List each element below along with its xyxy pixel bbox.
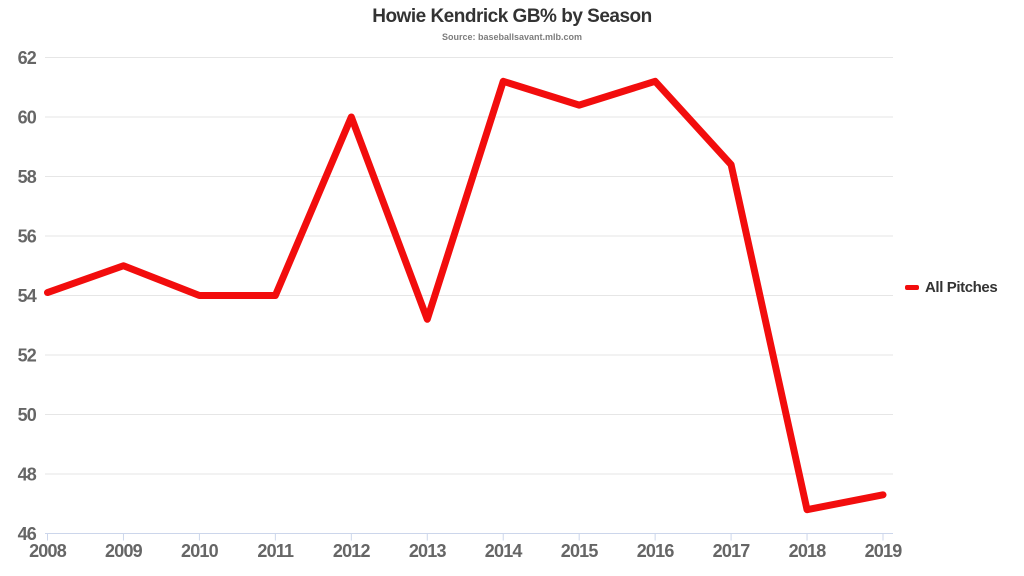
y-axis-label: 60: [18, 108, 37, 128]
x-axis-label: 2018: [789, 541, 827, 561]
y-axis-label: 46: [18, 524, 37, 544]
legend-swatch-icon: [905, 284, 919, 290]
chart-title: Howie Kendrick GB% by Season: [372, 6, 652, 27]
x-axis-label: 2010: [181, 541, 219, 561]
legend: All Pitches: [905, 277, 998, 297]
x-axis-label: 2012: [333, 541, 371, 561]
legend-item-all-pitches[interactable]: All Pitches: [905, 278, 998, 296]
legend-label: All Pitches: [925, 278, 998, 296]
y-axis-label: 58: [18, 167, 37, 187]
series-line-all-pitches[interactable]: [44, 77, 887, 514]
x-axis-label: 2013: [409, 541, 447, 561]
chart-subtitle: Source: baseballsavant.mlb.com: [441, 32, 583, 42]
x-axis-label: 2014: [485, 541, 523, 561]
x-axis-label: 2011: [257, 541, 294, 561]
y-axis-label: 48: [18, 465, 37, 485]
y-axis-label: 62: [18, 48, 37, 68]
x-axis-label: 2009: [105, 541, 143, 561]
x-axis-label: 2016: [637, 541, 675, 561]
x-axis-label: 2017: [713, 541, 751, 561]
x-axis-label: 2019: [865, 541, 903, 561]
y-axis-label: 56: [18, 227, 37, 247]
y-axis-label: 50: [18, 405, 37, 425]
x-axis-label: 2008: [29, 541, 67, 561]
y-axis-label: 54: [18, 286, 37, 306]
y-axis-label: 52: [18, 346, 37, 366]
x-axis-label: 2015: [561, 541, 599, 561]
